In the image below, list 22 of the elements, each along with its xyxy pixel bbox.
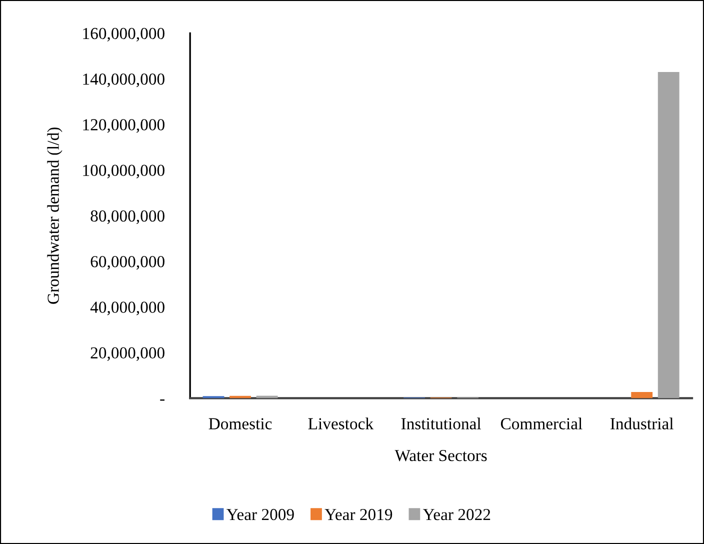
x-tick-label: Domestic bbox=[208, 418, 272, 430]
legend-label: Year 2019 bbox=[324, 508, 392, 520]
x-tick-label: Institutional bbox=[401, 418, 481, 430]
y-tick-label: 140,000,000 bbox=[83, 74, 164, 88]
bar bbox=[658, 72, 680, 398]
y-tick-label: - bbox=[160, 399, 164, 401]
x-axis-title: Water Sectors bbox=[394, 450, 487, 462]
x-tick-label: Industrial bbox=[610, 418, 674, 430]
bar bbox=[256, 396, 278, 398]
y-tick-label: 40,000,000 bbox=[90, 302, 164, 316]
y-tick-label: 80,000,000 bbox=[90, 210, 164, 224]
y-tick-label: 120,000,000 bbox=[83, 119, 164, 133]
y-tick-label: 60,000,000 bbox=[90, 256, 164, 270]
legend-label: Year 2022 bbox=[422, 508, 490, 520]
bar bbox=[631, 392, 653, 398]
legend-label: Year 2009 bbox=[226, 508, 294, 520]
x-tick-label: Commercial bbox=[500, 418, 582, 430]
x-tick-label: Livestock bbox=[308, 418, 374, 430]
y-tick-label: 20,000,000 bbox=[90, 347, 164, 361]
y-tick-label: 160,000,000 bbox=[83, 28, 164, 42]
y-axis-title: Groundwater demand (l/d) bbox=[47, 128, 62, 304]
y-tick-label: 100,000,000 bbox=[83, 164, 164, 178]
